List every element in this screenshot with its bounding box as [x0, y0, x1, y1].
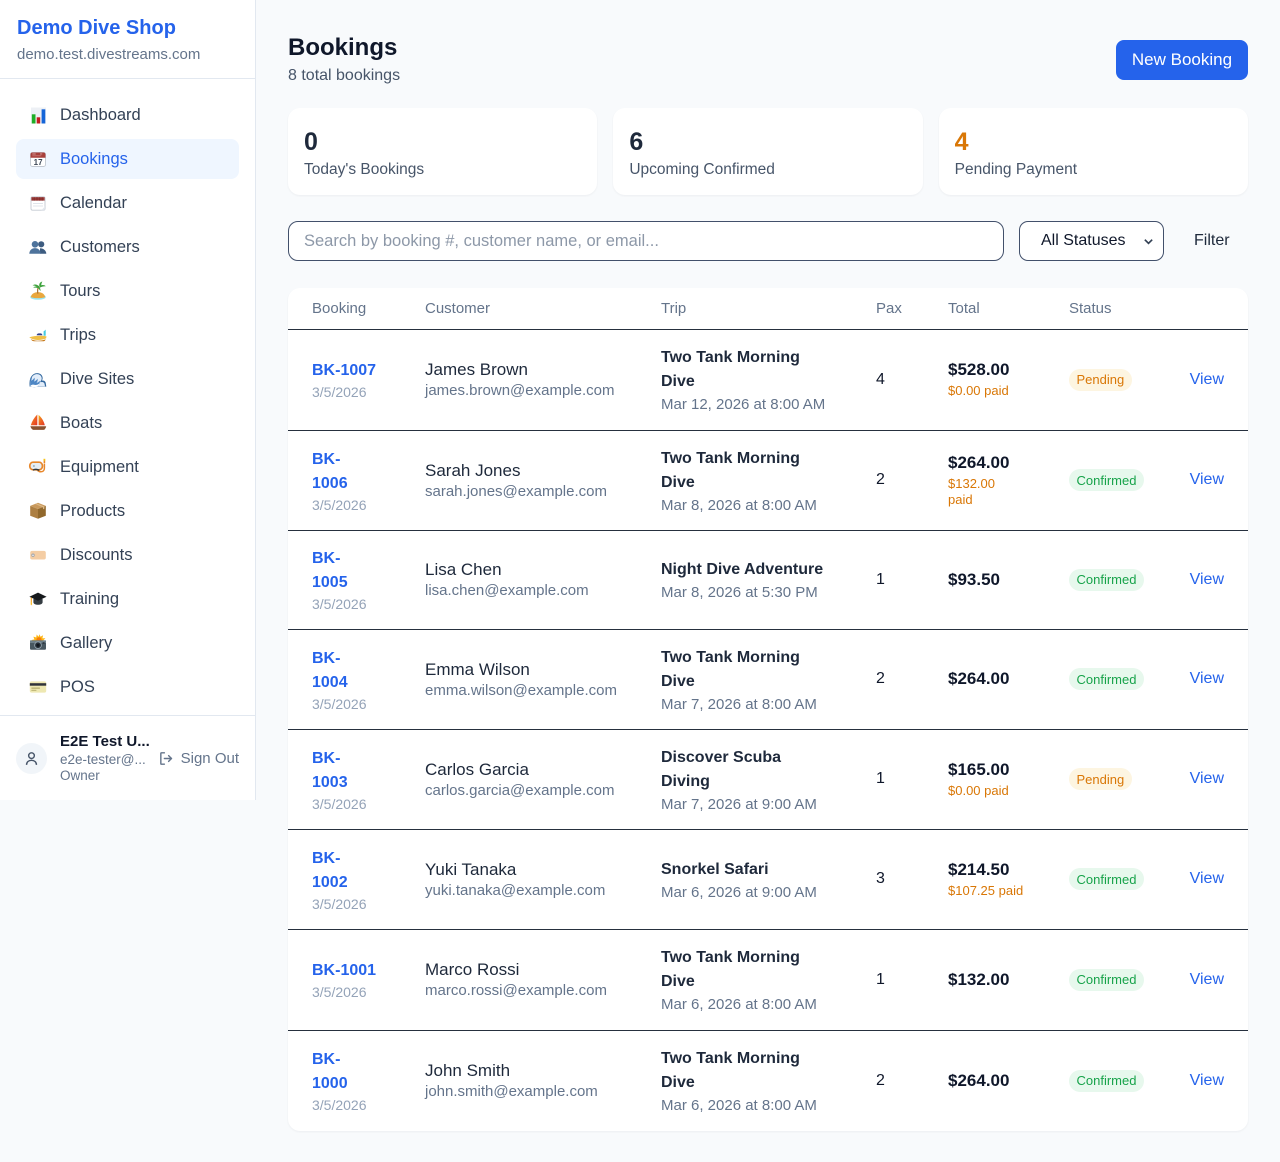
svg-text:17: 17: [34, 158, 43, 167]
